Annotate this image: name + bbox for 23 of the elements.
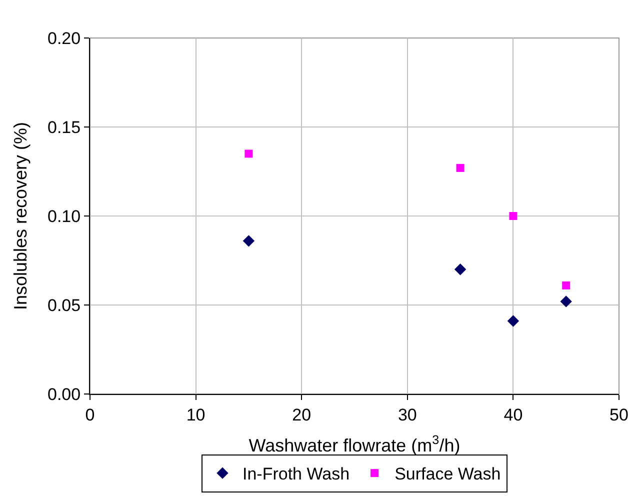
- x-tick-label: 40: [504, 405, 523, 424]
- point: [454, 264, 466, 276]
- y-axis-title: Insolubles recovery (%): [10, 122, 31, 310]
- y-tick-label: 0.15: [48, 118, 81, 137]
- x-tick-label: 10: [186, 405, 206, 424]
- x-axis-title: Washwater flowrate (m$^{3}$/h): [248, 432, 460, 456]
- point: [507, 315, 520, 327]
- point: [242, 235, 255, 247]
- y-tick-label: 0.05: [48, 296, 81, 315]
- x-tick-label: 0: [85, 405, 95, 424]
- point: [562, 281, 570, 290]
- y-tick-label: 0.20: [48, 28, 81, 48]
- y-tick-label: 0.00: [48, 384, 81, 404]
- y-tick-label: 0.10: [48, 206, 81, 226]
- point: [244, 150, 253, 158]
- x-tick-label: 20: [292, 405, 312, 424]
- legend-label: Surface Wash: [394, 464, 501, 484]
- point: [509, 212, 518, 220]
- legend-label: In-Froth Wash: [242, 464, 350, 484]
- point: [560, 296, 572, 308]
- x-tick-label: 50: [610, 405, 628, 424]
- x-tick-label: 30: [398, 405, 417, 424]
- point: [456, 164, 464, 172]
